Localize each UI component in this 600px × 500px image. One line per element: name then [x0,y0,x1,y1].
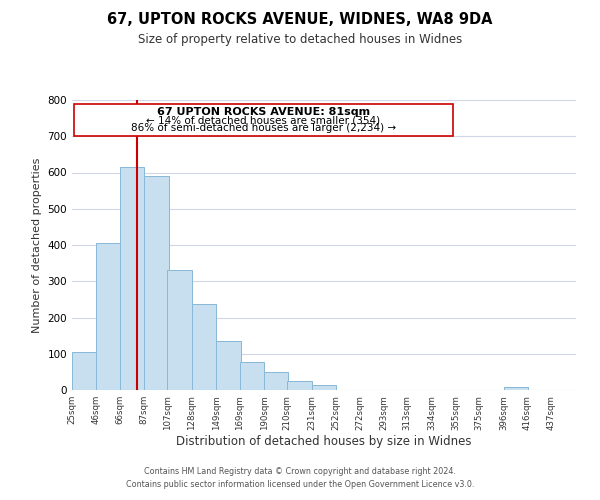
Text: Contains public sector information licensed under the Open Government Licence v3: Contains public sector information licen… [126,480,474,489]
Bar [504,388,528,390]
Bar [97,243,121,390]
Text: Size of property relative to detached houses in Widnes: Size of property relative to detached ho… [138,32,462,46]
Bar [217,340,241,390]
Bar [239,362,264,390]
Bar [120,168,144,390]
Text: 86% of semi-detached houses are larger (2,234) →: 86% of semi-detached houses are larger (… [131,123,396,133]
Bar [167,270,192,390]
Y-axis label: Number of detached properties: Number of detached properties [32,158,42,332]
X-axis label: Distribution of detached houses by size in Widnes: Distribution of detached houses by size … [176,436,472,448]
Text: ← 14% of detached houses are smaller (354): ← 14% of detached houses are smaller (35… [146,115,380,125]
FancyBboxPatch shape [74,104,452,136]
Bar [264,372,289,390]
Text: 67, UPTON ROCKS AVENUE, WIDNES, WA8 9DA: 67, UPTON ROCKS AVENUE, WIDNES, WA8 9DA [107,12,493,28]
Bar [312,384,336,390]
Bar [72,352,97,390]
Bar [144,176,169,390]
Text: Contains HM Land Registry data © Crown copyright and database right 2024.: Contains HM Land Registry data © Crown c… [144,467,456,476]
Text: 67 UPTON ROCKS AVENUE: 81sqm: 67 UPTON ROCKS AVENUE: 81sqm [157,108,370,118]
Bar [192,304,217,390]
Bar [287,381,312,390]
